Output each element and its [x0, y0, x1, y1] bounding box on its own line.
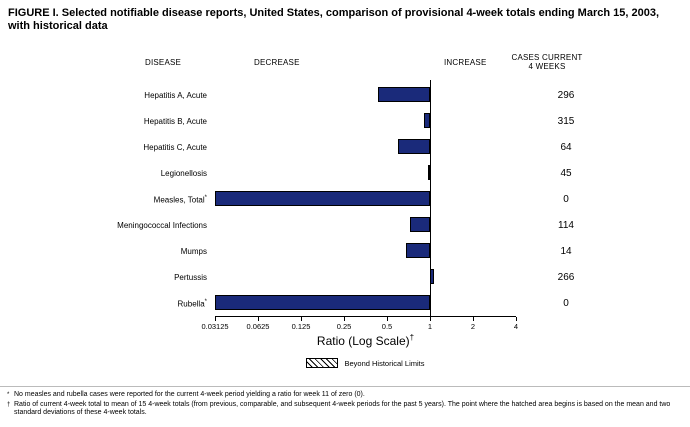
footnotes: * No measles and rubella cases were repor…: [6, 391, 686, 419]
hatched-swatch-icon: [306, 358, 339, 368]
ratio-bar: [377, 87, 430, 102]
footnote-marker: *: [7, 392, 10, 398]
axis-tick-label: 0.5: [381, 322, 393, 331]
axis-tick: [387, 317, 388, 321]
disease-label: Meningococcal Infections: [117, 220, 207, 230]
axis-tick-label: 1: [427, 322, 433, 331]
x-axis-title-text: Ratio (Log Scale): [316, 334, 410, 348]
axis-tick-label: 0.03125: [201, 322, 229, 331]
bar-cell: [215, 108, 516, 134]
disease-label: Hepatitis B, Acute: [143, 116, 207, 126]
ratio-bar: [424, 113, 430, 128]
cases-value: 0: [563, 193, 569, 205]
cases-value: 14: [560, 245, 572, 257]
axis-tick: [430, 317, 431, 321]
bar-cell: [215, 264, 516, 290]
disease-label: Legionellosis: [160, 168, 207, 178]
footnote: † Ratio of current 4-week total to mean o…: [6, 401, 686, 418]
disease-label: Rubella*: [177, 298, 207, 309]
cases-value: 64: [560, 141, 572, 153]
disease-label: Mumps: [180, 246, 207, 256]
figure-title: FIGURE I. Selected notifiable disease re…: [8, 7, 660, 32]
chart-row: Meningococcal Infections 114: [8, 212, 682, 238]
axis-tick: [301, 317, 302, 321]
footnote-text: No measles and rubella cases were report…: [14, 391, 365, 398]
footnote-text: Ratio of current 4-week total to mean of…: [14, 400, 671, 417]
chart-row: Hepatitis C, Acute 64: [8, 134, 682, 160]
axis-tick: [215, 317, 216, 321]
column-header-increase: INCREASE: [444, 58, 487, 67]
chart-row: Pertussis 266: [8, 264, 682, 290]
chart-row: Legionellosis 45: [8, 160, 682, 186]
ratio-bar: [428, 165, 431, 180]
chart-rows: Hepatitis A, Acute 296 Hepatitis B, Acut…: [8, 82, 682, 316]
bar-cell: [215, 82, 516, 108]
ratio-bar: [410, 217, 430, 232]
x-axis-title: Ratio (Log Scale)†: [215, 333, 516, 348]
disease-label: Hepatitis A, Acute: [144, 90, 207, 100]
column-header-cases-line2: 4 WEEKS: [528, 62, 566, 71]
disease-label: Hepatitis C, Acute: [143, 142, 207, 152]
chart-row: Rubella* 0: [8, 290, 682, 316]
cases-value: 0: [563, 297, 569, 309]
bar-cell: [215, 212, 516, 238]
chart-row: Hepatitis A, Acute 296: [8, 82, 682, 108]
bar-cell: [215, 134, 516, 160]
axis-tick-label: 4: [513, 322, 519, 331]
ratio-bar: [406, 243, 430, 258]
axis-tick: [516, 317, 517, 321]
ratio-bar: [215, 191, 430, 206]
chart-row: Measles, Total* 0: [8, 186, 682, 212]
cases-value: 266: [557, 271, 575, 283]
disease-label: Measles, Total*: [153, 194, 207, 205]
chart-row: Hepatitis B, Acute 315: [8, 108, 682, 134]
column-header-decrease: DECREASE: [254, 58, 300, 67]
column-header-cases-line1: CASES CURRENT: [511, 53, 583, 62]
column-header-disease: DISEASE: [145, 58, 182, 67]
cases-value: 114: [558, 219, 574, 231]
x-axis-title-dagger: †: [409, 333, 415, 342]
axis-tick-label: 2: [470, 322, 476, 331]
bar-cell: [215, 238, 516, 264]
cases-value: 45: [560, 167, 572, 179]
bar-cell: [215, 160, 516, 186]
axis-tick: [258, 317, 259, 321]
ratio-bar: [215, 295, 430, 310]
axis-tick-label: 0.25: [336, 322, 352, 331]
chart-row: Mumps 14: [8, 238, 682, 264]
baseline-ratio-1-line: [430, 80, 431, 316]
legend: Beyond Historical Limits: [215, 358, 516, 368]
cases-value: 296: [557, 89, 575, 101]
footnote-divider: [0, 386, 690, 387]
axis-tick-label: 0.0625: [246, 322, 270, 331]
bar-cell: [215, 290, 516, 316]
axis-tick-label: 0.125: [291, 322, 311, 331]
cases-value: 315: [557, 115, 575, 127]
column-header-cases: CASES CURRENT 4 WEEKS: [505, 53, 589, 71]
footnote: * No measles and rubella cases were repor…: [6, 391, 686, 400]
legend-label: Beyond Historical Limits: [344, 358, 425, 368]
axis-tick: [473, 317, 474, 321]
bar-cell: [215, 186, 516, 212]
axis-tick: [344, 317, 345, 321]
footnote-marker: †: [7, 401, 11, 408]
disease-label: Pertussis: [174, 272, 207, 282]
x-axis: 0.03125 0.0625 0.125 0.25 0.5 1 2 4: [201, 316, 519, 334]
ratio-bar: [398, 139, 430, 154]
